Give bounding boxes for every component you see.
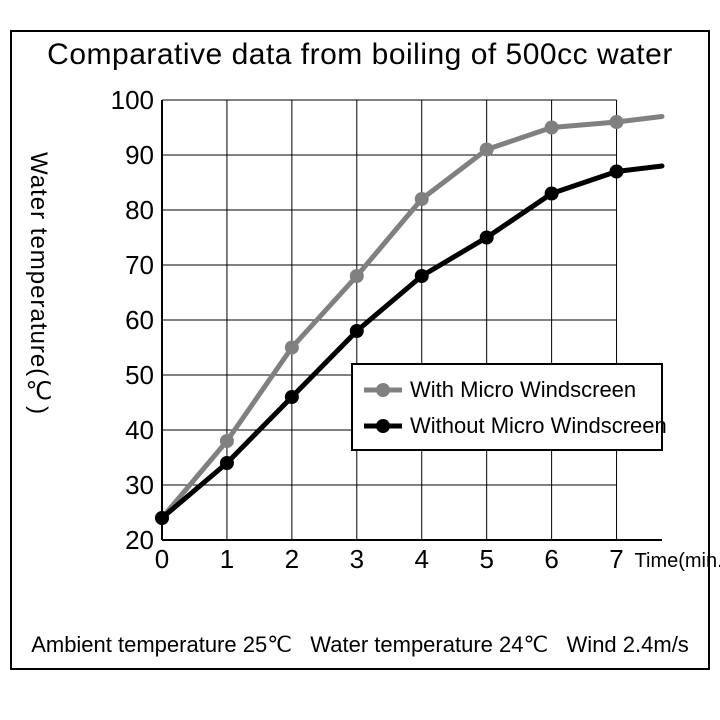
svg-text:90: 90 [125, 140, 154, 170]
svg-text:4: 4 [415, 544, 429, 570]
footer-wind: Wind 2.4m/s [567, 632, 689, 658]
chart-frame: Comparative data from boiling of 500cc w… [10, 30, 710, 670]
chart-svg: With Micro Windscreen Without Micro Winds… [112, 90, 682, 570]
svg-text:Without Micro Windscreen: Without Micro Windscreen [410, 413, 667, 438]
svg-text:1: 1 [220, 544, 234, 570]
svg-text:2: 2 [285, 544, 299, 570]
svg-text:3: 3 [350, 544, 364, 570]
svg-text:70: 70 [125, 250, 154, 280]
footer-water: Water temperature 24℃ [310, 632, 548, 658]
svg-text:20: 20 [125, 525, 154, 555]
chart-title: Comparative data from boiling of 500cc w… [12, 38, 708, 72]
legend: With Micro Windscreen Without Micro Winds… [352, 364, 667, 450]
svg-text:40: 40 [125, 415, 154, 445]
svg-text:80: 80 [125, 195, 154, 225]
svg-text:6: 6 [544, 544, 558, 570]
footer-notes: Ambient temperature 25℃ Water temperatur… [12, 632, 708, 658]
svg-text:7: 7 [609, 544, 623, 570]
x-axis-label: Time(min.) [635, 550, 720, 573]
svg-text:100: 100 [112, 90, 154, 115]
y-axis-label: Water temperature(℃) [24, 152, 52, 415]
plot-area: With Micro Windscreen Without Micro Winds… [112, 90, 682, 570]
svg-text:50: 50 [125, 360, 154, 390]
svg-text:5: 5 [479, 544, 493, 570]
svg-text:30: 30 [125, 470, 154, 500]
grid [162, 100, 617, 540]
footer-ambient: Ambient temperature 25℃ [31, 632, 292, 658]
svg-text:With Micro Windscreen: With Micro Windscreen [410, 377, 636, 402]
svg-text:0: 0 [155, 544, 169, 570]
svg-text:60: 60 [125, 305, 154, 335]
